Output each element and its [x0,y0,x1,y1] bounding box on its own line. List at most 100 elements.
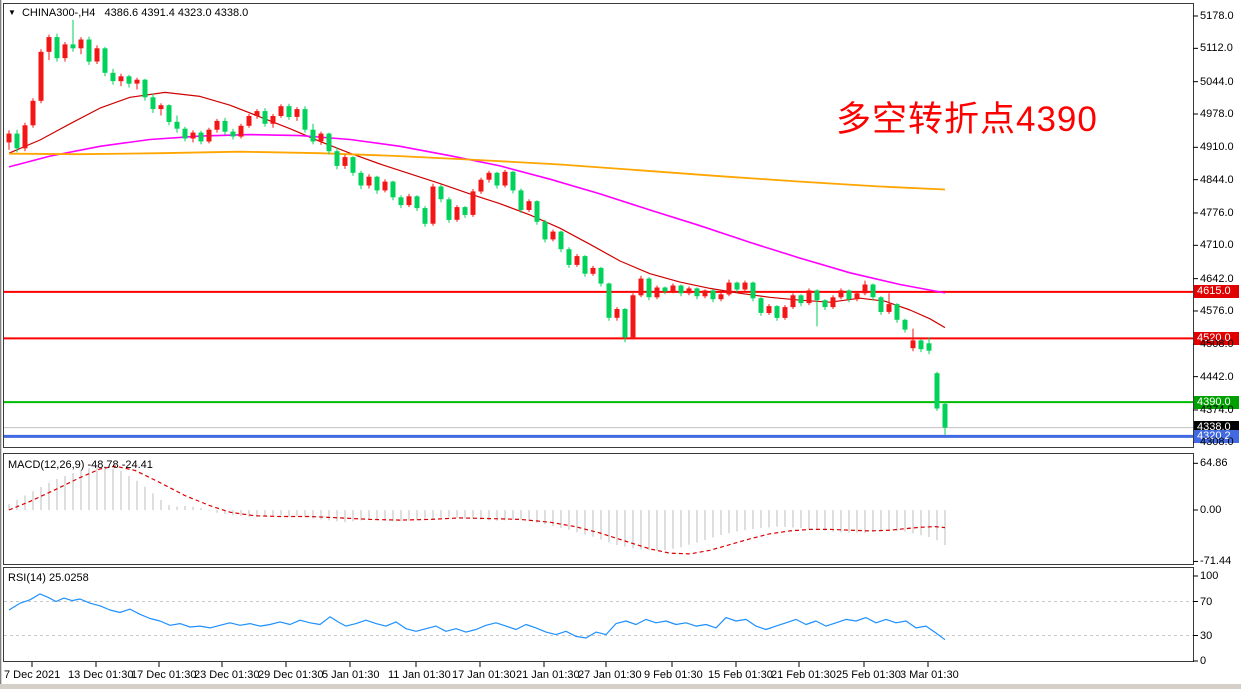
rsi-tick-label: 0 [1200,655,1207,667]
candle [742,282,748,290]
candle [254,111,260,116]
candle [246,116,252,126]
candle [798,295,804,304]
candle [726,282,732,295]
candle [166,105,172,122]
candle [534,201,540,222]
candle [238,125,244,137]
candle [934,373,940,409]
price-tick-label: 4576.0 [1200,304,1234,317]
candle [782,307,788,318]
candle [318,133,324,142]
candle [806,290,812,304]
candle [54,37,60,59]
chart-annotation-text[interactable]: 多空转折点4390 [836,100,1098,139]
candle [414,196,420,209]
price-tick-label: 4978.0 [1200,108,1234,120]
rsi-panel-frame [3,567,1194,662]
candle [918,340,924,350]
window-bottom-strip [0,684,1241,689]
candle [294,109,300,117]
candle [734,282,740,290]
candle [110,72,116,82]
candle [134,79,140,84]
candle [830,297,836,308]
macd-tick-label: 64.86 [1200,457,1228,470]
candle [590,267,596,274]
candle [654,287,660,298]
date-label: 17 Jan 01:30 [452,669,516,681]
price-tick-label: 5044.0 [1200,75,1234,88]
candle [158,105,164,110]
candle [526,201,532,210]
candle [886,304,892,312]
date-label: 17 Dec 01:30 [131,669,197,681]
rsi-line [8,593,946,641]
candle [374,176,380,191]
candle [358,172,364,186]
date-label: 25 Feb 01:30 [836,669,901,681]
candle [494,172,500,186]
rsi-tick-label: 100 [1200,570,1219,582]
candle [814,290,820,301]
candle [870,284,876,298]
candle [766,306,772,313]
candle [862,284,868,294]
candle [710,290,716,300]
candle [38,51,44,101]
candle [702,290,708,297]
date-label: 13 Dec 01:30 [68,669,134,681]
date-label: 3 Mar 01:30 [900,669,959,681]
macd-signal-line [8,465,946,555]
price-tick-label: 4642.0 [1200,272,1234,285]
candle [486,172,492,180]
candle [854,293,860,300]
date-label: 11 Jan 01:30 [388,669,451,681]
candle [942,403,948,428]
candle [278,106,284,116]
price-tick-label: 4910.0 [1200,141,1234,154]
price-tick-label: 4508.0 [1200,338,1234,351]
ma-mid-magenta [8,133,946,294]
candle [190,132,196,139]
candle [350,157,356,173]
candle [342,157,348,166]
date-label: 15 Feb 01:30 [708,669,773,681]
candle [614,309,620,318]
candle [198,132,204,142]
candle [718,294,724,300]
candle [462,207,468,215]
candle [502,171,508,186]
candle [902,319,908,330]
candle [78,39,84,49]
collapse-triangle-icon[interactable]: ▼ [8,8,16,17]
date-label: 5 Jan 01:30 [322,669,380,681]
candle [470,191,476,215]
candle [774,306,780,318]
candle [430,186,436,224]
price-tick-label: 4308.0 [1200,436,1234,449]
candle [390,181,396,198]
macd-indicator-label: MACD(12,26,9) -48.78 -24.41 [8,459,153,471]
candle [14,133,20,149]
candle [118,76,124,82]
date-label: 23 Dec 01:30 [194,669,260,681]
candle [182,128,188,139]
price-tick-label: 4374.0 [1200,403,1234,416]
candle [662,287,668,292]
candle [606,283,612,318]
macd-tick-label: 0.00 [1200,504,1222,516]
candle [310,129,316,142]
main-panel-frame [3,3,1194,448]
candle [878,297,884,312]
candle [174,121,180,129]
candle [678,285,684,294]
candle [102,48,108,73]
candle [326,133,332,152]
macd-panel-frame [3,453,1194,565]
date-label: 27 Jan 01:30 [578,669,642,681]
date-label: 21 Jan 01:30 [516,669,580,681]
window-left-edge-highlight [1,0,2,686]
